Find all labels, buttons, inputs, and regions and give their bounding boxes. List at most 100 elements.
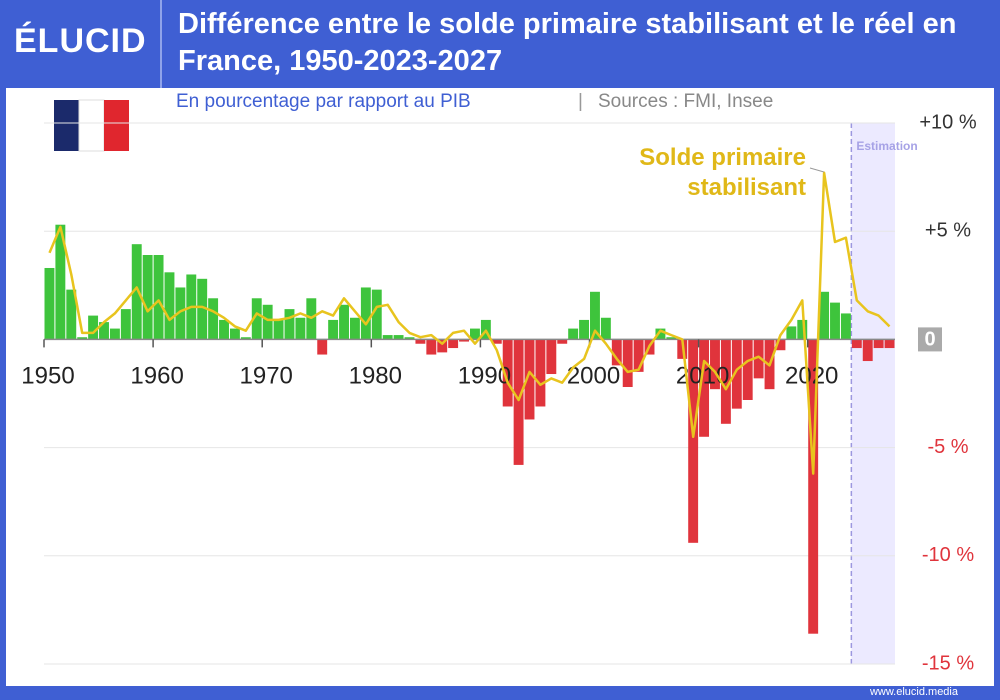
bar — [513, 339, 524, 465]
bar — [862, 339, 873, 362]
y-tick-label: -5 % — [927, 436, 968, 458]
bar — [535, 339, 546, 407]
bar — [655, 328, 666, 340]
bar — [360, 287, 371, 340]
x-tick-label: 1970 — [240, 363, 293, 390]
bar — [164, 272, 175, 340]
bar — [808, 339, 819, 634]
bar — [131, 244, 142, 340]
bar — [284, 309, 295, 340]
zero-label-box — [918, 327, 942, 352]
y-tick-label: +5 % — [925, 219, 971, 241]
bar — [415, 339, 426, 344]
bar — [219, 319, 229, 340]
bar — [590, 291, 600, 340]
bar — [775, 339, 786, 351]
sources: Sources : FMI, Insee — [598, 91, 773, 112]
bar — [688, 339, 699, 543]
bar — [197, 278, 208, 340]
bar — [753, 339, 764, 379]
bar — [622, 339, 633, 388]
bar — [786, 326, 797, 340]
bar — [426, 339, 437, 355]
y-tick-label: -15 % — [922, 652, 974, 674]
estimation-label: Estimation — [856, 139, 917, 153]
bar — [251, 298, 262, 340]
bar — [819, 291, 830, 340]
chart-title: Différence entre le solde primaire stabi… — [178, 8, 957, 77]
bar — [884, 339, 895, 349]
bar — [99, 322, 109, 340]
bar — [611, 339, 622, 366]
bar — [404, 337, 415, 340]
annotation-pointer — [809, 167, 825, 173]
bar — [262, 304, 273, 340]
bar — [710, 339, 720, 390]
bar — [328, 319, 339, 340]
bar — [873, 339, 884, 349]
bar — [797, 319, 808, 340]
bar — [699, 339, 710, 437]
bar — [437, 339, 448, 353]
bar — [88, 315, 99, 340]
bar — [557, 339, 568, 344]
bar — [240, 337, 251, 340]
bar — [317, 339, 328, 355]
bar — [840, 313, 851, 340]
bar — [273, 319, 284, 340]
y-tick-label: -10 % — [922, 544, 974, 566]
bar — [579, 319, 590, 340]
bar — [830, 302, 840, 340]
x-tick-label: 2020 — [785, 363, 838, 390]
line-label: Solde primaire stabilisant — [639, 144, 806, 201]
bar — [77, 337, 88, 340]
footer: www.elucid.media — [869, 686, 958, 698]
bar — [742, 339, 753, 400]
estimation-zone — [851, 123, 895, 664]
bar — [371, 289, 382, 340]
flag — [54, 99, 129, 152]
bar — [44, 267, 55, 340]
bar — [633, 339, 644, 372]
bar — [109, 328, 120, 340]
y-tick-label: +10 % — [919, 111, 976, 133]
bar — [491, 339, 502, 344]
line — [48, 171, 891, 475]
bar — [393, 335, 404, 340]
bar — [600, 317, 611, 340]
bar — [382, 335, 393, 340]
bar — [731, 339, 742, 409]
separator: | — [578, 91, 583, 112]
bar — [666, 337, 677, 340]
bar — [120, 309, 131, 340]
bar — [720, 339, 731, 424]
separator — [160, 0, 162, 88]
bar — [349, 317, 360, 340]
x-tick-label: 1960 — [130, 363, 183, 390]
chart-panel — [6, 88, 994, 686]
bar — [175, 287, 186, 340]
x-tick-label: 2000 — [567, 363, 620, 390]
bar — [142, 255, 153, 340]
subtitle: En pourcentage par rapport au PIB — [176, 91, 471, 112]
bar — [208, 298, 219, 340]
y-tick-label: 0 — [924, 329, 935, 351]
bar — [851, 339, 862, 349]
bar — [55, 224, 66, 340]
x-tick-label: 1950 — [21, 363, 74, 390]
bar — [295, 317, 306, 340]
bar — [470, 328, 480, 340]
brand: ÉLUCID — [14, 22, 147, 60]
x-tick-label: 1980 — [349, 363, 402, 390]
bar — [66, 289, 77, 340]
bar — [568, 328, 579, 340]
bar — [546, 339, 557, 375]
bar — [339, 304, 349, 340]
bar — [459, 339, 469, 342]
bar — [229, 328, 240, 340]
bar — [502, 339, 513, 407]
bar — [153, 255, 164, 340]
bar — [448, 339, 459, 349]
